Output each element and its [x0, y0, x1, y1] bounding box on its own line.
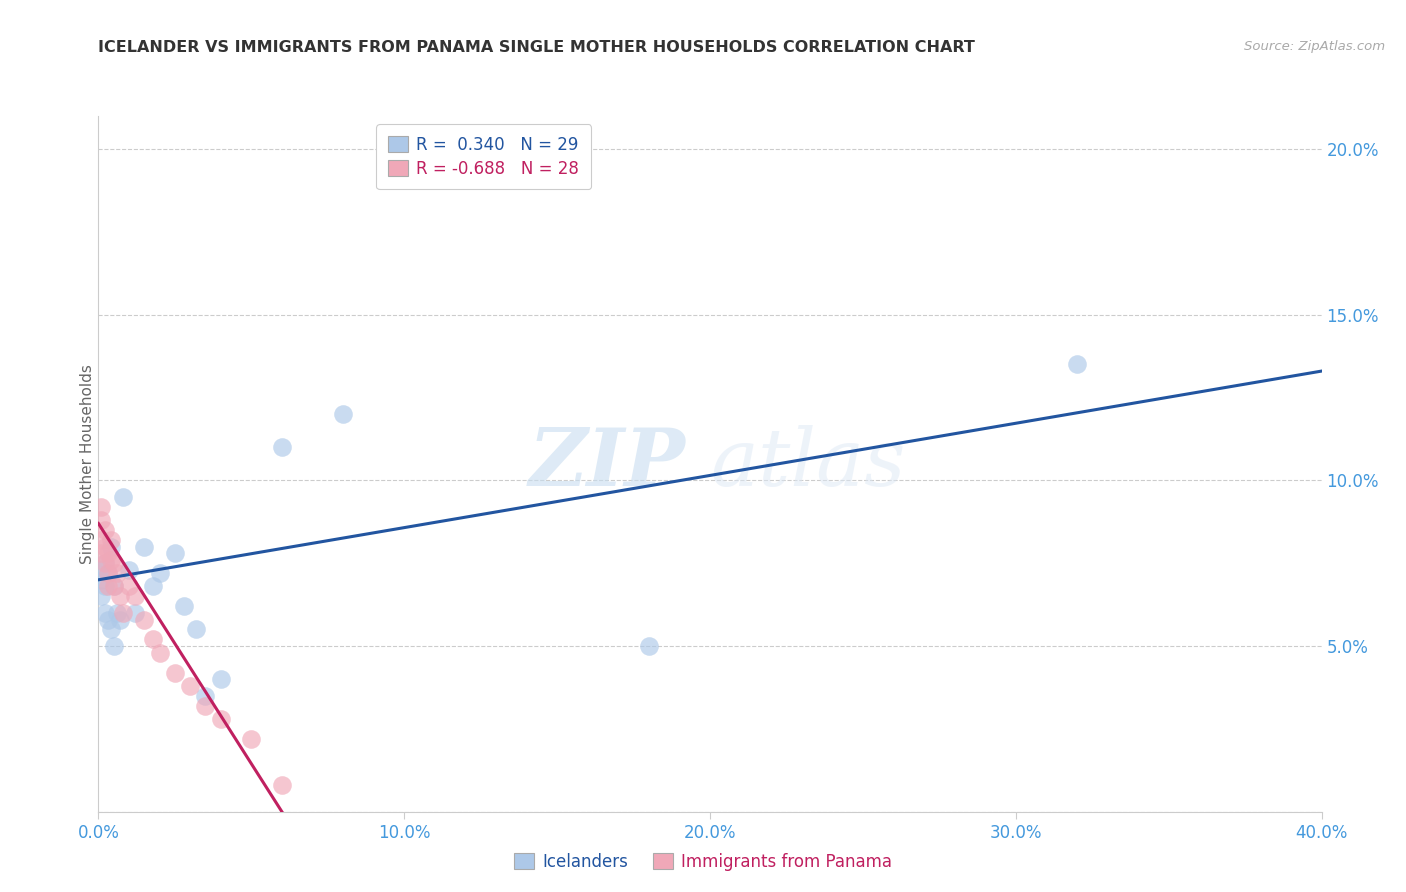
Point [142, 579, 165, 593]
Point [124, 590, 146, 604]
Point [270, 778, 292, 792]
Legend: R =  0.340   N = 29, R = -0.688   N = 28: R = 0.340 N = 29, R = -0.688 N = 28 [377, 124, 591, 189]
Point [209, 712, 232, 726]
Point [105, 606, 128, 620]
Point [100, 540, 122, 554]
Point [240, 731, 263, 746]
Point [103, 579, 125, 593]
Point [100, 553, 122, 567]
Point [103, 639, 125, 653]
Point [90, 513, 112, 527]
Point [186, 623, 208, 637]
Y-axis label: Single Mother Households: Single Mother Households [80, 364, 94, 564]
Point [173, 599, 195, 614]
Point [142, 632, 165, 647]
Point [134, 613, 156, 627]
Point [149, 646, 172, 660]
Legend: Icelanders, Immigrants from Panama: Icelanders, Immigrants from Panama [505, 845, 901, 880]
Point [93, 540, 115, 554]
Point [118, 579, 141, 593]
Point [93, 523, 115, 537]
Point [103, 579, 125, 593]
Text: ZIP: ZIP [529, 425, 686, 502]
Point [332, 407, 354, 421]
Point [111, 606, 134, 620]
Point [108, 590, 131, 604]
Point [97, 579, 120, 593]
Point [90, 533, 112, 547]
Point [97, 566, 120, 581]
Point [163, 665, 186, 680]
Point [105, 566, 128, 581]
Text: ICELANDER VS IMMIGRANTS FROM PANAMA SINGLE MOTHER HOUSEHOLDS CORRELATION CHART: ICELANDER VS IMMIGRANTS FROM PANAMA SING… [98, 40, 976, 55]
Text: atlas: atlas [710, 425, 905, 502]
Point [100, 623, 122, 637]
Point [90, 500, 112, 514]
Point [97, 613, 120, 627]
Point [163, 546, 186, 560]
Point [97, 566, 120, 581]
Point [108, 613, 131, 627]
Text: Source: ZipAtlas.com: Source: ZipAtlas.com [1244, 40, 1385, 54]
Point [118, 563, 141, 577]
Point [93, 606, 115, 620]
Point [100, 533, 122, 547]
Point [194, 698, 217, 713]
Point [93, 556, 115, 570]
Point [179, 679, 201, 693]
Point [270, 440, 292, 454]
Point [111, 490, 134, 504]
Point [90, 546, 112, 560]
Point [90, 590, 112, 604]
Point [149, 566, 172, 581]
Point [93, 579, 115, 593]
Point [124, 606, 146, 620]
Point [93, 556, 115, 570]
Point [209, 672, 232, 686]
Point [103, 556, 125, 570]
Point [134, 540, 156, 554]
Point [90, 573, 112, 587]
Point [97, 546, 120, 560]
Point [637, 639, 661, 653]
Point [194, 689, 217, 703]
Point [1066, 358, 1088, 372]
Point [90, 563, 112, 577]
